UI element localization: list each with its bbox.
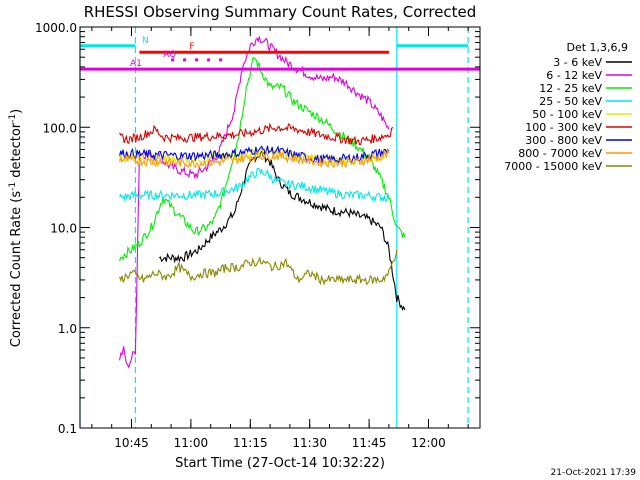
series-line-7 [119, 149, 390, 169]
y-tick-label-2: 10.0 [50, 222, 77, 236]
series-layer [119, 36, 406, 369]
x-tick-label-3: 11:30 [292, 436, 327, 450]
legend-label-1: 6 - 12 keV [546, 69, 602, 82]
x-tick-label-1: 11:00 [174, 436, 209, 450]
y-tick-label-1: 1.0 [58, 322, 77, 336]
chart-title: RHESSI Observing Summary Count Rates, Co… [84, 3, 477, 21]
flag-bars: N F AQ A1 [80, 36, 480, 71]
legend-label-5: 100 - 300 keV [525, 121, 602, 134]
x-tick-label-0: 10:45 [114, 436, 149, 450]
legend-label-0: 3 - 6 keV [553, 56, 602, 69]
series-line-4 [119, 147, 390, 166]
flag-label-0: N [142, 36, 149, 46]
flag-label-2: AQ [163, 50, 176, 60]
x-axis: 10:45 11:00 11:15 11:30 11:45 12:00 [91, 27, 469, 450]
series-line-8 [119, 249, 398, 286]
series-line-0 [158, 150, 406, 311]
legend-label-8: 7000 - 15000 keV [504, 160, 602, 173]
series-line-5 [119, 122, 394, 146]
legend-label-4: 50 - 100 keV [532, 108, 602, 121]
y-axis: 0.1 1.0 10.0 100.0 1000.0 [35, 21, 480, 436]
series-line-3 [119, 167, 390, 203]
y-tick-label-3: 100.0 [43, 121, 77, 135]
footer-date: 21-Oct-2021 17:39 [551, 468, 637, 478]
x-tick-label-2: 11:15 [233, 436, 268, 450]
legend-label-7: 800 - 7000 keV [518, 147, 602, 160]
flag-label-1: F [189, 42, 194, 52]
flag-label-3: A1 [130, 59, 142, 69]
x-tick-label-4: 11:45 [352, 436, 387, 450]
y-tick-label-0: 0.1 [58, 422, 77, 436]
legend-label-3: 25 - 50 keV [539, 95, 602, 108]
series-line-1 [119, 36, 390, 369]
series-line-6 [119, 145, 390, 165]
y-axis-label: Corrected Count Rate (s-1 detector-1) [8, 109, 24, 347]
legend-label-6: 300 - 800 keV [525, 134, 602, 147]
legend-label-2: 12 - 25 keV [539, 82, 602, 95]
x-axis-label: Start Time (27-Oct-14 10:32:22) [175, 456, 385, 471]
x-tick-label-5: 12:00 [411, 436, 446, 450]
legend-title: Det 1,3,6,9 [566, 41, 628, 54]
y-tick-label-4: 1000.0 [35, 21, 77, 35]
